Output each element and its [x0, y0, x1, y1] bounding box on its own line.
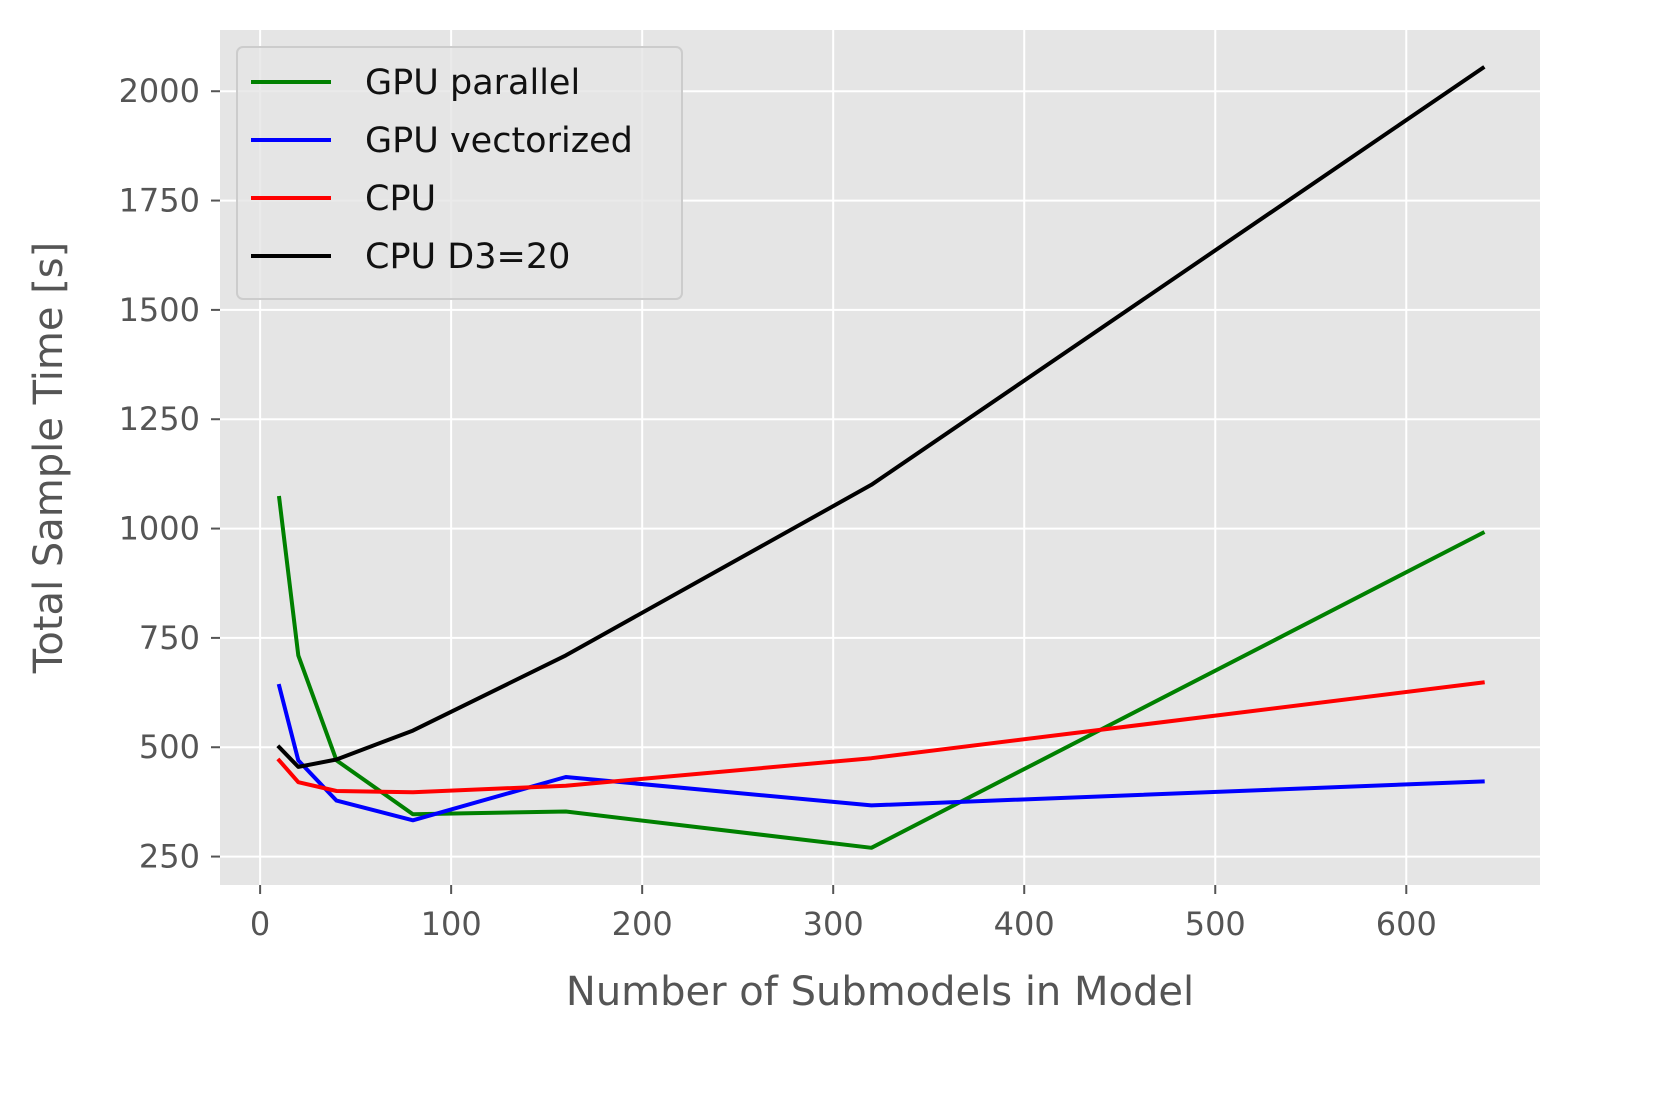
y-tick-label: 1750: [119, 182, 200, 220]
y-tick-label: 250: [139, 838, 200, 876]
x-tick-label: 400: [994, 905, 1055, 943]
legend-label: GPU vectorized: [365, 121, 633, 161]
x-axis-label: Number of Submodels in Model: [566, 969, 1194, 1015]
x-tick-label: 300: [803, 905, 864, 943]
y-axis-label: Total Sample Time [s]: [26, 242, 72, 674]
series-line-gpu-parallel: [276, 495, 1486, 850]
series-line-gpu-vectorized: [276, 683, 1485, 823]
series-line-cpu-d3-20: [276, 65, 1486, 769]
y-tick-label: 1500: [119, 291, 200, 329]
y-tick-label: 2000: [119, 72, 200, 110]
x-tick-label: 600: [1376, 905, 1437, 943]
x-tick-label: 200: [612, 905, 673, 943]
series-lines: [276, 65, 1486, 850]
x-tick-label: 100: [421, 905, 482, 943]
y-tick-label: 1250: [119, 400, 200, 438]
legend-label: CPU D3=20: [365, 237, 570, 277]
legend-box: [236, 46, 683, 300]
y-axis-ticks: 250 500 750 1000 1250 1500 1750 2000: [119, 72, 220, 876]
series-line-cpu: [276, 680, 1485, 795]
x-axis-ticks: 0 100 200 300 400 500 600: [250, 885, 1437, 943]
y-tick-label: 500: [139, 728, 200, 766]
y-tick-label: 750: [139, 619, 200, 657]
x-tick-label: 0: [250, 905, 270, 943]
legend-label: GPU parallel: [365, 63, 580, 103]
x-tick-label: 500: [1185, 905, 1246, 943]
legend: GPU parallel GPU vectorized CPU CPU D3=20: [236, 46, 683, 300]
y-tick-label: 1000: [119, 510, 200, 548]
legend-label: CPU: [365, 179, 436, 219]
